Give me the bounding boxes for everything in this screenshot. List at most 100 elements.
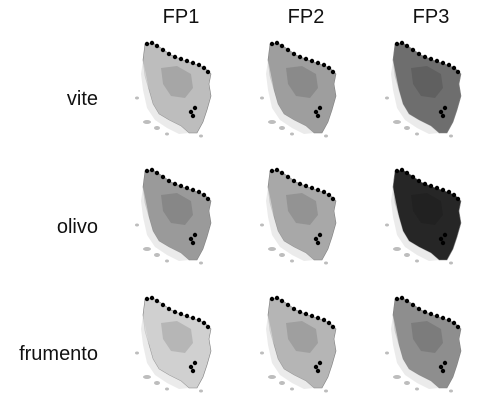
coast-mark	[326, 65, 332, 71]
coast-mark	[190, 187, 196, 193]
coast-mark	[428, 311, 434, 317]
coast-mark	[434, 58, 440, 64]
island-shape	[268, 247, 276, 251]
region-light-area	[391, 187, 439, 261]
coast-mark	[190, 240, 196, 246]
coast-mark	[297, 54, 303, 60]
coast-mark	[172, 309, 178, 315]
island-shape	[449, 389, 453, 393]
island-shape	[199, 389, 203, 393]
coast-mark	[184, 185, 190, 191]
coast-mark	[178, 311, 184, 317]
map-olivo-fp3	[381, 165, 481, 265]
row-label-frumento: frumento	[19, 343, 98, 365]
map-frumento-fp1	[131, 293, 231, 393]
coast-mark	[399, 295, 405, 301]
coast-mark	[422, 309, 428, 315]
coast-mark	[410, 302, 416, 308]
region-light-area	[141, 60, 189, 134]
coast-mark	[440, 187, 446, 193]
island-shape	[135, 223, 139, 227]
region-map-graphic	[135, 295, 212, 393]
region-shaded-area	[286, 193, 318, 225]
island-shape	[393, 375, 401, 379]
region-map-graphic	[260, 167, 337, 265]
region-shaded-area	[161, 321, 193, 353]
coast-mark	[285, 302, 291, 308]
coast-mark	[309, 313, 315, 319]
coast-mark	[416, 51, 422, 57]
island-shape	[290, 132, 294, 136]
region-light-area	[391, 315, 439, 389]
island-shape	[279, 381, 285, 385]
island-shape	[324, 261, 328, 265]
region-shaded-area	[161, 193, 193, 225]
region-map-graphic	[260, 40, 337, 138]
region-light-area	[266, 315, 314, 389]
region-shaded-area	[411, 193, 443, 225]
row-label-olivo: olivo	[56, 216, 98, 238]
coast-mark	[422, 181, 428, 187]
coast-mark	[269, 296, 275, 302]
coast-mark	[330, 324, 336, 330]
coast-mark	[279, 298, 285, 304]
region-map-graphic	[135, 40, 212, 138]
coast-mark	[172, 181, 178, 187]
coast-mark	[317, 360, 323, 366]
map-olivo-fp1	[131, 165, 231, 265]
coast-mark	[317, 232, 323, 238]
island-shape	[268, 375, 276, 379]
island-shape	[449, 134, 453, 138]
island-shape	[404, 253, 410, 257]
island-shape	[385, 351, 389, 355]
coast-mark	[149, 167, 155, 173]
island-shape	[415, 132, 419, 136]
coast-mark	[446, 189, 452, 195]
coast-mark	[144, 168, 150, 174]
coast-mark	[201, 192, 207, 198]
island-shape	[260, 351, 264, 355]
coast-mark	[190, 368, 196, 374]
coast-mark	[440, 315, 446, 321]
coast-mark	[317, 105, 323, 111]
coast-mark	[178, 183, 184, 189]
coast-mark	[201, 320, 207, 326]
coast-mark	[166, 306, 172, 312]
map-vite-fp1	[131, 38, 231, 138]
island-shape	[268, 120, 276, 124]
coast-mark	[279, 43, 285, 49]
coast-mark	[438, 364, 444, 370]
coast-mark	[315, 187, 321, 193]
coast-mark	[442, 232, 448, 238]
coast-mark	[309, 185, 315, 191]
coast-mark	[172, 54, 178, 60]
coast-mark	[285, 47, 291, 53]
coast-mark	[303, 183, 309, 189]
island-shape	[324, 134, 328, 138]
coast-mark	[313, 364, 319, 370]
coast-mark	[178, 56, 184, 62]
island-shape	[199, 134, 203, 138]
coast-mark	[154, 170, 160, 176]
coast-mark	[269, 168, 275, 174]
coast-mark	[455, 324, 461, 330]
coast-mark	[416, 178, 422, 184]
coast-mark	[192, 105, 198, 111]
region-light-area	[266, 187, 314, 261]
coast-mark	[315, 113, 321, 119]
coast-mark	[291, 306, 297, 312]
island-shape	[290, 387, 294, 391]
coast-mark	[321, 317, 327, 323]
coast-mark	[274, 40, 280, 46]
coast-mark	[205, 196, 211, 202]
map-vite-fp2	[256, 38, 356, 138]
coast-mark	[440, 60, 446, 66]
coast-mark	[404, 43, 410, 49]
coast-mark	[438, 236, 444, 242]
coast-mark	[291, 178, 297, 184]
coast-mark	[269, 41, 275, 47]
coast-mark	[196, 62, 202, 68]
coast-mark	[184, 313, 190, 319]
island-shape	[404, 126, 410, 130]
coast-mark	[144, 296, 150, 302]
